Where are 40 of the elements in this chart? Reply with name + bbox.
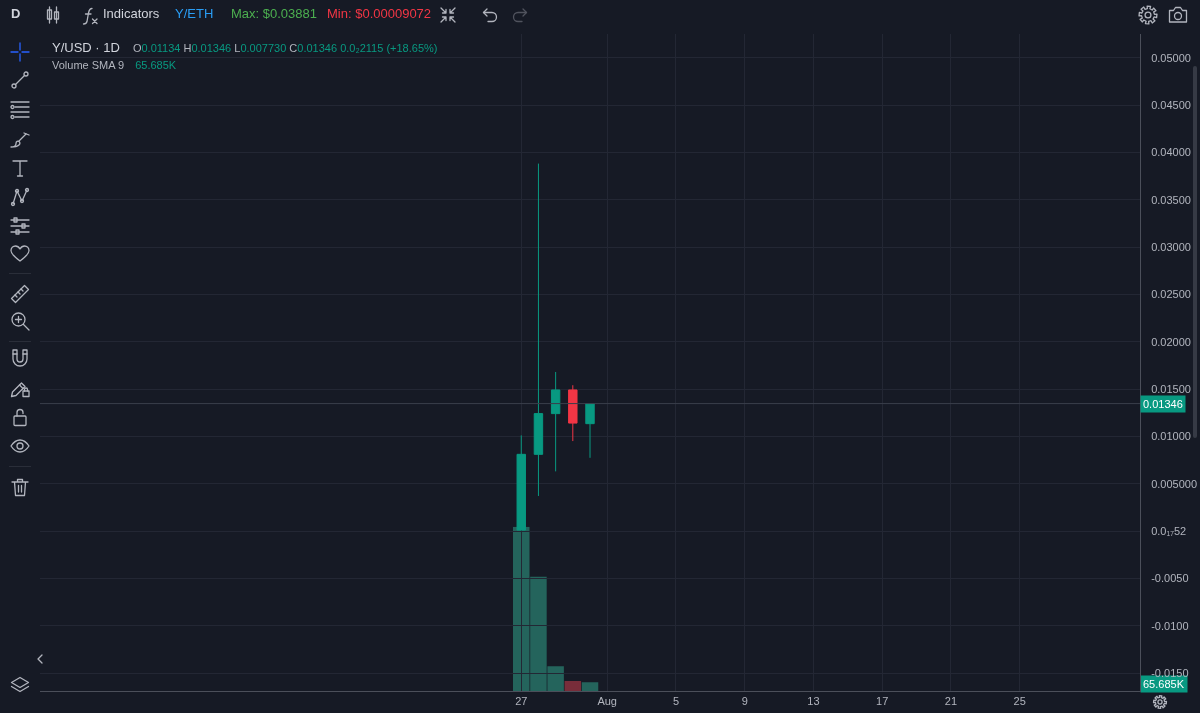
y-tick-label: 0.01500	[1151, 382, 1191, 395]
annotation: 65.685K	[135, 59, 177, 71]
x-tick-label: 13	[807, 695, 820, 708]
candlestick	[568, 384, 578, 442]
x-tick-label: 25	[1013, 695, 1026, 708]
bar	[564, 680, 582, 691]
candlestick	[550, 371, 561, 472]
y-tick-label: -0.0150	[1151, 666, 1189, 679]
text: 65.685K	[1143, 678, 1185, 690]
text: Y/ETH	[175, 6, 214, 22]
x-tick-label: 9	[741, 695, 748, 708]
annotation: Volume SMA 9	[52, 59, 125, 71]
y-tick-label: 0.02000	[1151, 335, 1191, 348]
bar	[581, 682, 599, 691]
x-tick-label: Aug	[597, 695, 617, 708]
text: Min: $0.00009072	[327, 6, 432, 22]
y-tick-label: -0.0050	[1151, 572, 1189, 585]
candlestick	[516, 434, 526, 531]
y-tick-label: 0.04500	[1151, 98, 1191, 111]
x-tick-label: 5	[672, 695, 679, 708]
y-tick-label: 0.04000	[1151, 146, 1191, 159]
y-tick-label: 0.03000	[1151, 240, 1191, 253]
y-tick-label: 0.03500	[1151, 193, 1191, 206]
y-tick-label: 0.005000	[1151, 477, 1198, 490]
y-tick-label: 0.05000	[1151, 51, 1191, 64]
y-tick-label: 0.0₁₇52	[1151, 524, 1187, 537]
text: D	[11, 6, 21, 22]
text: Y/USD · 1D	[52, 40, 120, 55]
candlestick	[533, 163, 544, 497]
y-tick-label: 0.02500	[1151, 288, 1191, 301]
y-tick-label: -0.0100	[1151, 619, 1189, 632]
text: Max: $0.03881	[231, 6, 318, 22]
candlestick	[585, 403, 595, 459]
ref-line-label: 0.01346	[1143, 398, 1183, 410]
x-tick-label: 21	[944, 695, 958, 708]
text: O0.01134 H0.01346 L0.007730 C0.01346 0.0₂2115 (+18.65%)	[132, 42, 438, 54]
y-tick-label: 0.01000	[1151, 430, 1191, 443]
text: Indicators	[103, 6, 160, 22]
x-tick-label: 17	[876, 695, 889, 708]
x-tick-label: 27	[515, 695, 528, 708]
